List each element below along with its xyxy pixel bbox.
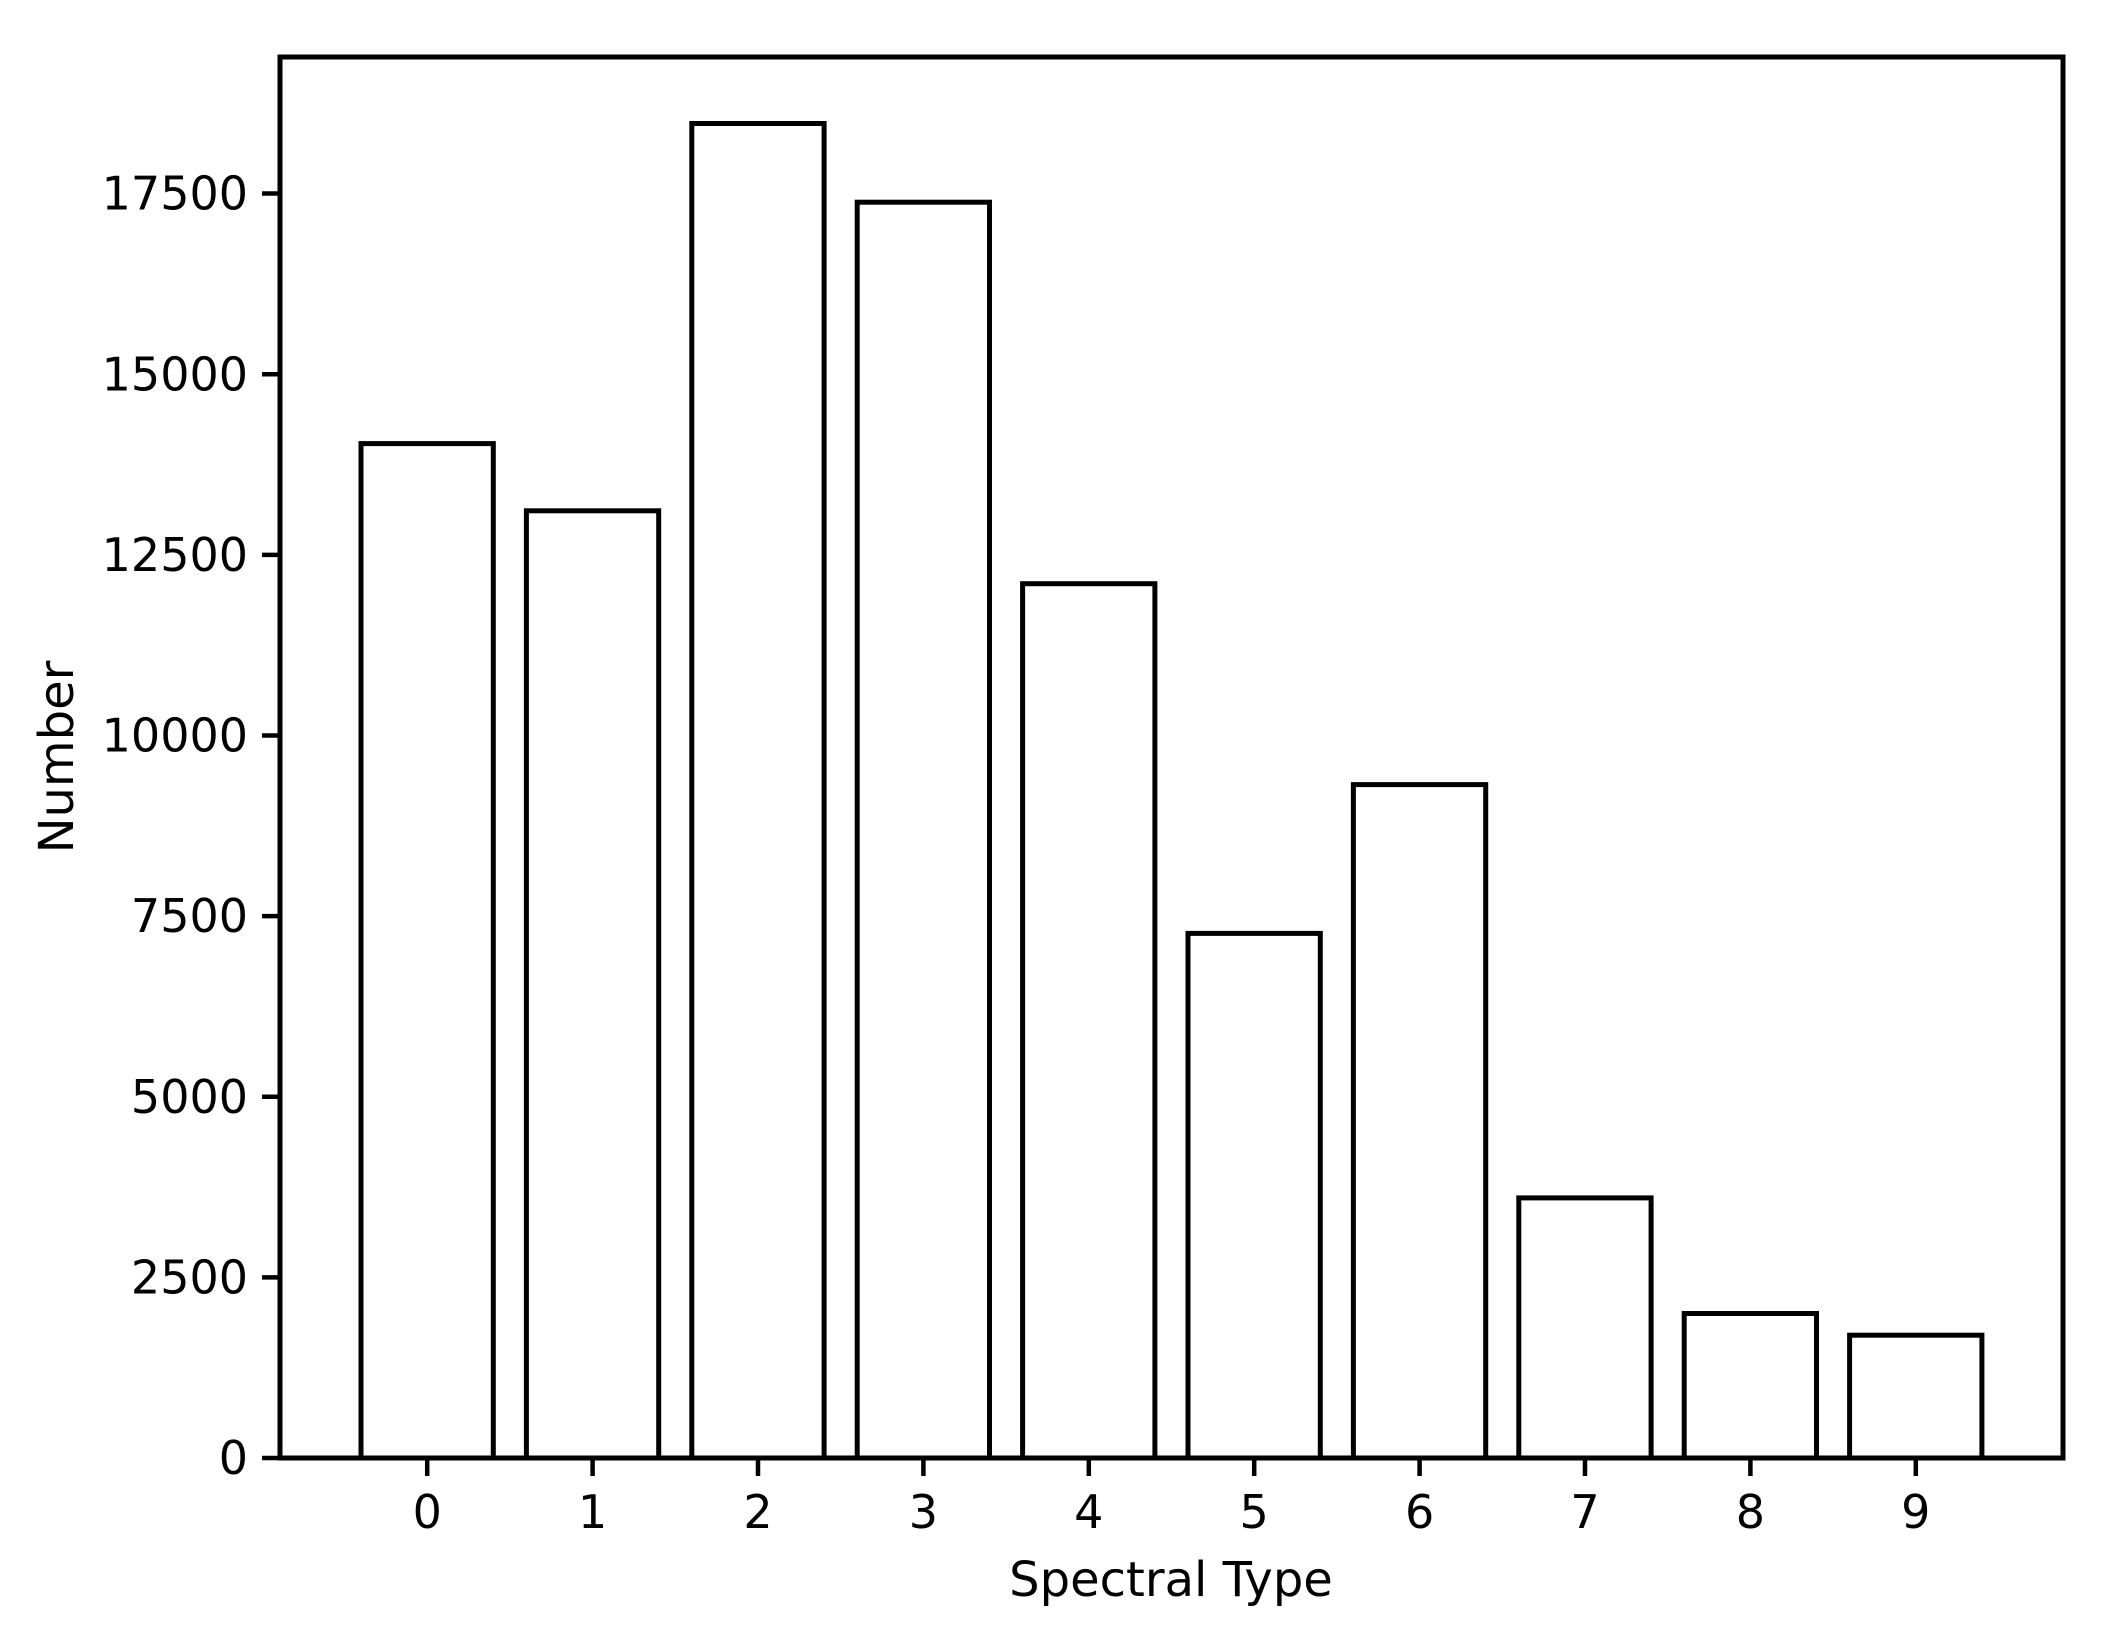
x-tick-label: 6 xyxy=(1405,1485,1434,1539)
y-tick-label: 7500 xyxy=(131,889,248,943)
bar-spectral-type-3 xyxy=(854,199,993,1461)
x-tick-label: 9 xyxy=(1901,1485,1930,1539)
bar-spectral-type-0 xyxy=(358,441,496,1461)
bar-spectral-type-9 xyxy=(1847,1332,1985,1461)
y-tick-label: 12500 xyxy=(102,528,248,582)
x-tick-label: 4 xyxy=(1074,1485,1103,1539)
x-tick-label: 5 xyxy=(1240,1485,1269,1539)
bar-spectral-type-7 xyxy=(1516,1195,1654,1461)
bar-spectral-type-6 xyxy=(1350,782,1489,1461)
y-tick-label: 10000 xyxy=(102,709,248,763)
bar-spectral-type-2 xyxy=(689,121,827,1461)
y-tick-label: 17500 xyxy=(102,167,248,221)
plot-spines xyxy=(277,54,2066,1461)
x-tick-label: 3 xyxy=(909,1485,938,1539)
y-tick-label: 15000 xyxy=(102,347,248,401)
bar-spectral-type-4 xyxy=(1020,581,1158,1461)
bar-spectral-type-1 xyxy=(523,508,662,1461)
x-tick-label: 2 xyxy=(743,1485,772,1539)
axes-group: 0 2500 5000 7500 10000 12500 15000 17500 0 1 2 3 4 5 6… xyxy=(102,54,2066,1539)
x-tick-label: 1 xyxy=(578,1485,607,1539)
bar-spectral-type-8 xyxy=(1681,1311,1819,1461)
y-tick-label: 2500 xyxy=(131,1250,248,1304)
x-tick-label: 7 xyxy=(1570,1485,1599,1539)
bar-spectral-type-5 xyxy=(1185,930,1323,1461)
x-tick-label: 0 xyxy=(413,1485,442,1539)
x-axis-label: Spectral Type xyxy=(1009,1552,1333,1608)
x-tick-label: 8 xyxy=(1736,1485,1765,1539)
y-tick-label: 0 xyxy=(219,1431,248,1485)
bars-group xyxy=(358,121,1985,1461)
y-tick-label: 5000 xyxy=(131,1070,248,1124)
y-axis-label: Number xyxy=(29,660,85,853)
